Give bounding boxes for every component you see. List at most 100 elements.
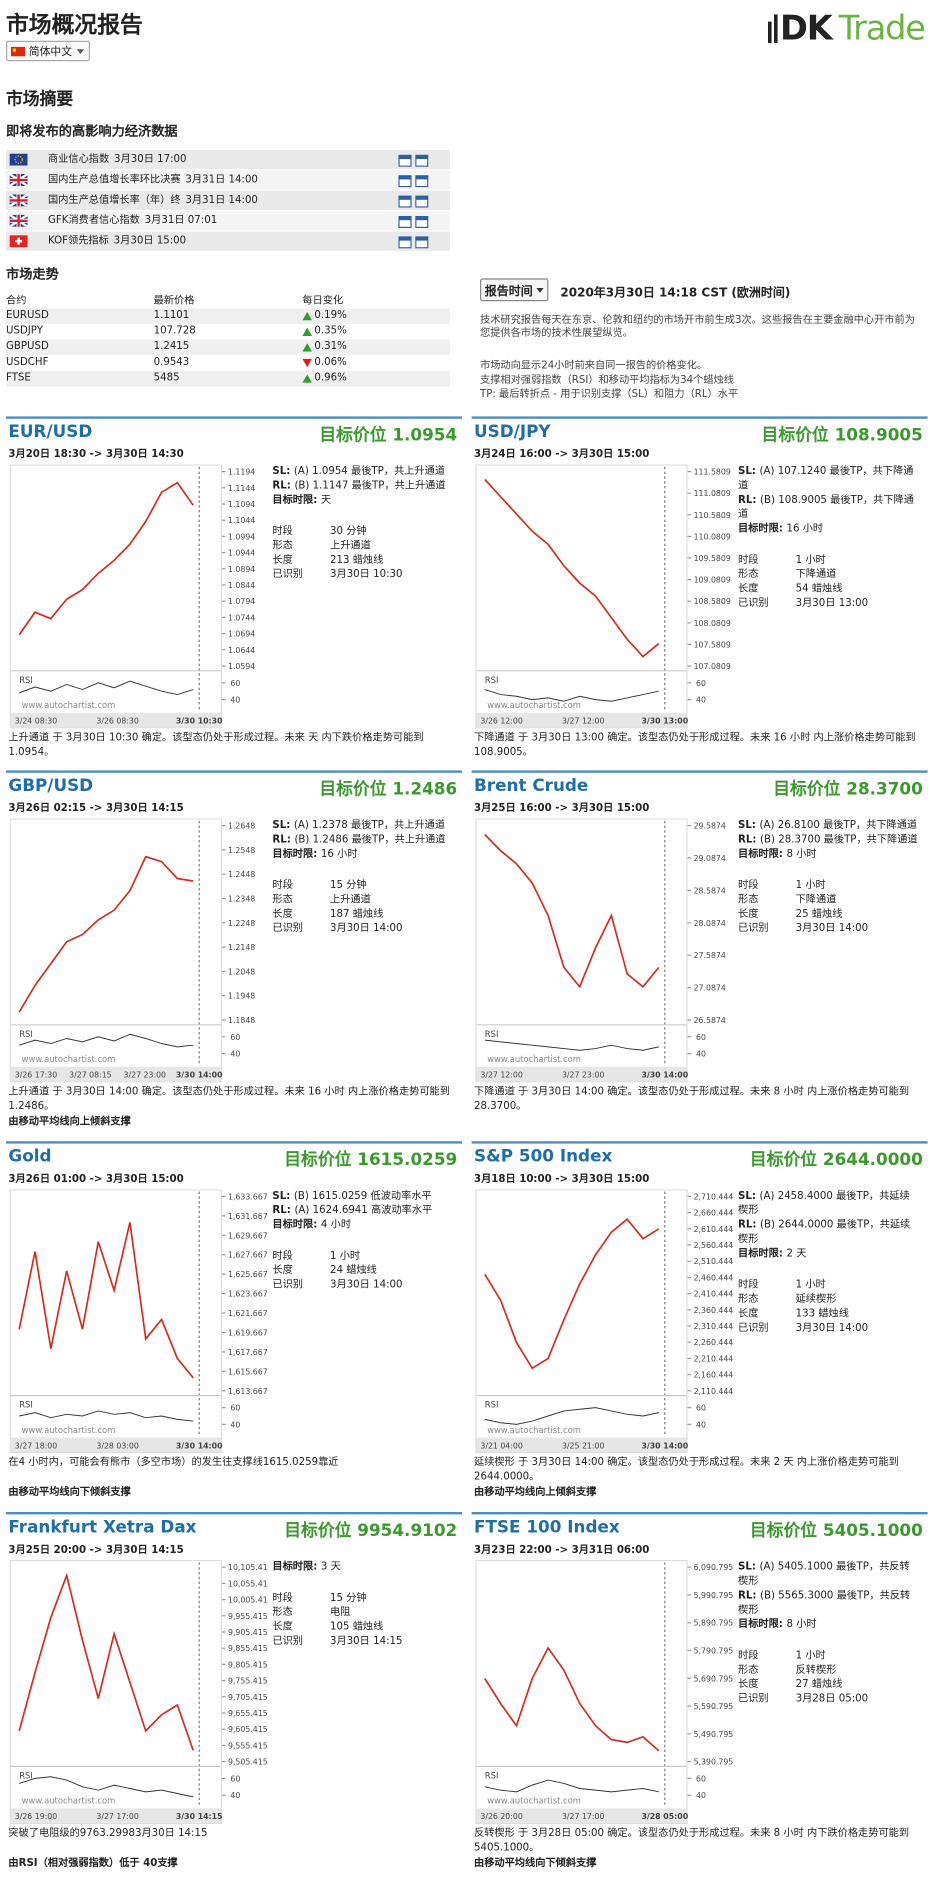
y-tick-label: 1.0744 xyxy=(228,613,255,622)
info-line: SL: (A) 26.8100 最後TP，共下降通道 xyxy=(738,818,918,832)
info-value: (B) 1.1147 最後TP，共上升通道 xyxy=(294,480,446,493)
info-key: 目标时限: xyxy=(272,848,318,861)
info-key: RL: xyxy=(272,1204,291,1217)
event-row: KOF领先指标 3月30日 15:00 xyxy=(6,231,451,251)
detail-row: 时段 1 小时 xyxy=(272,1249,452,1263)
y-tick-label: 109.0809 xyxy=(694,576,731,585)
chart-frame xyxy=(9,1560,223,1825)
trend-change: 0.35% xyxy=(314,325,347,338)
y-tick-label: 1.0594 xyxy=(228,662,255,671)
trend-header: 最新价格 xyxy=(153,295,195,308)
panel-target: 目标价位 9954.9102 xyxy=(284,1521,458,1541)
detail-key: 时段 xyxy=(738,879,759,892)
flag-cross-red xyxy=(9,214,28,227)
flag-star xyxy=(12,47,17,52)
info-value: 3 天 xyxy=(320,1561,341,1574)
y-tick-label: 108.0809 xyxy=(694,619,731,628)
detail-value: 1 小时 xyxy=(795,1650,826,1663)
detail-value: 3月30日 13:00 xyxy=(795,597,869,610)
y-tick-label: 27.0874 xyxy=(694,984,726,993)
panel-description: 上升通道 于 3月30日 10:30 确定。该型态仍处于形成过程。未来 天 内下… xyxy=(8,732,424,759)
mini-chart: 1.2648 1.2548 1.2448 1.2348 1.2248 1.2148 1.20… xyxy=(9,818,255,1083)
detail-value: 下降通道 xyxy=(795,894,837,907)
trend-symbol: USDJPY xyxy=(6,325,43,338)
panel-description: 在4 小时内，可能会有熊市（多空市场）的发生往支撑线1615.0259靠近 xyxy=(8,1456,339,1469)
y-tick-label: 1.0894 xyxy=(228,565,255,574)
info-value: (B) 108.9005 最後TP，共下降通道 xyxy=(738,494,914,521)
y-tick-label: 1.1094 xyxy=(228,500,255,509)
panel-description: 下降通道 于 3月30日 14:00 确定。该型态仍处于形成过程。未来 8 小时… xyxy=(474,1086,910,1113)
x-tick-label: 3/27 08:15 xyxy=(69,1071,111,1080)
x-axis-strip xyxy=(476,1066,687,1082)
panel-info: SL: (A) 1.0954 最後TP，共上升通道 RL: (B) 1.1147 最後… xyxy=(272,464,452,582)
detail-value: 1 小时 xyxy=(795,554,826,567)
y-tick-label: 27.5874 xyxy=(694,951,726,960)
detail-key: 已识别 xyxy=(738,922,769,935)
pattern-panel: GBP/USD 目标价位 1.2486 3月26日 02:15 -> 3月30日 1… xyxy=(6,770,463,1128)
detail-key: 长度 xyxy=(272,1264,293,1277)
price-line xyxy=(484,833,660,989)
watermark: www.autochartist.com xyxy=(22,700,116,710)
info-line: 目标时限: 4 小时 xyxy=(272,1218,452,1232)
x-axis-strip xyxy=(476,1437,687,1452)
calendar-icon xyxy=(398,195,412,208)
info-value: (B) 2644.0000 最後TP，共延续楔形 xyxy=(738,1219,911,1246)
y-tick-label: 111.0809 xyxy=(694,489,731,498)
report-time-button[interactable]: 报告时间 xyxy=(480,278,549,302)
event-row: GFK消费者信心指数 3月31日 07:01 xyxy=(6,211,451,231)
panel-details: 时段 15 分钟 形态 电阻 长度 105 蜡烛线 已识别 3月30日 14:15 xyxy=(272,1591,452,1649)
x-axis-strip xyxy=(10,712,221,728)
language-select[interactable]: 简体中文 xyxy=(6,40,91,62)
y-tick-label: 2,510.4445 xyxy=(694,1257,734,1266)
detail-key: 形态 xyxy=(272,1606,293,1619)
detail-value: 133 蜡烛线 xyxy=(795,1308,849,1320)
panel-period: 3月20日 18:30 -> 3月30日 14:30 xyxy=(8,448,184,461)
mini-chart: 1.1194 1.1144 1.1094 1.1044 1.0994 1.0944 1.08… xyxy=(9,464,255,729)
rsi-label: RSI xyxy=(485,1400,499,1410)
pattern-panel: Gold 目标价位 1615.0259 3月26日 01:00 -> 3月30日 1… xyxy=(6,1141,463,1499)
trend-header: 每日变化 xyxy=(302,295,344,308)
rsi-line xyxy=(19,1410,194,1422)
panel-target: 目标价位 28.3700 xyxy=(773,780,923,800)
y-tick-label: 107.5809 xyxy=(694,640,731,649)
detail-row: 长度 187 蜡烛线 xyxy=(272,907,452,921)
panel-footnote: 由RSI（相对强弱指数）低于 40支撑 xyxy=(8,1857,178,1870)
detail-key: 时段 xyxy=(272,525,293,538)
info-line: 目标时限: 16 小时 xyxy=(272,847,452,861)
panel-target: 目标价位 5405.1000 xyxy=(749,1521,923,1541)
calendar-top xyxy=(415,237,428,241)
rsi-label: RSI xyxy=(19,675,33,685)
rsi-label: RSI xyxy=(19,1029,33,1039)
detail-value: 上升通道 xyxy=(330,894,371,907)
trend-arrow xyxy=(302,327,312,336)
calendar-icon xyxy=(415,236,429,249)
price-line xyxy=(18,855,194,1013)
x-tick-label: 3/28 03:00 xyxy=(96,1441,138,1450)
event-text: KOF领先指标 3月30日 15:00 xyxy=(48,232,186,251)
calendar-top xyxy=(399,196,412,200)
detail-key: 已识别 xyxy=(272,568,304,581)
trend-change: 0.06% xyxy=(314,356,347,369)
detail-row: 形态 上升通道 xyxy=(272,893,452,907)
detail-key: 已识别 xyxy=(738,1322,769,1335)
y-tick-label: 1.2548 xyxy=(228,846,255,855)
event-text: 国内生产总值增长率（年）终 3月31日 14:00 xyxy=(48,191,258,210)
trend-price: 0.9543 xyxy=(153,356,190,369)
detail-row: 形态 下降通道 xyxy=(738,568,918,582)
detail-value: 3月30日 10:30 xyxy=(330,568,403,581)
detail-key: 时段 xyxy=(738,1650,759,1663)
trend-change: 0.96% xyxy=(314,372,347,384)
panel-details: 时段 1 小时 形态 下降通道 长度 25 蜡烛线 已识别 3月30日 14:00 xyxy=(738,878,918,936)
info-line: RL: (B) 1.2486 最後TP，共上升通道 xyxy=(272,833,452,847)
info-key: RL: xyxy=(738,494,757,507)
info-key: SL: xyxy=(272,819,291,832)
detail-value: 1 小时 xyxy=(330,1250,361,1263)
y-tick-label: 109.5809 xyxy=(694,554,731,563)
detail-key: 形态 xyxy=(738,568,759,581)
panel-period: 3月25日 16:00 -> 3月30日 15:00 xyxy=(474,802,650,815)
info-line: SL: (A) 2458.4000 最後TP，共延续楔形 xyxy=(738,1189,918,1218)
y-tick-label: 26.5874 xyxy=(694,1016,726,1025)
y-tick-label: 1.2248 xyxy=(228,919,255,928)
